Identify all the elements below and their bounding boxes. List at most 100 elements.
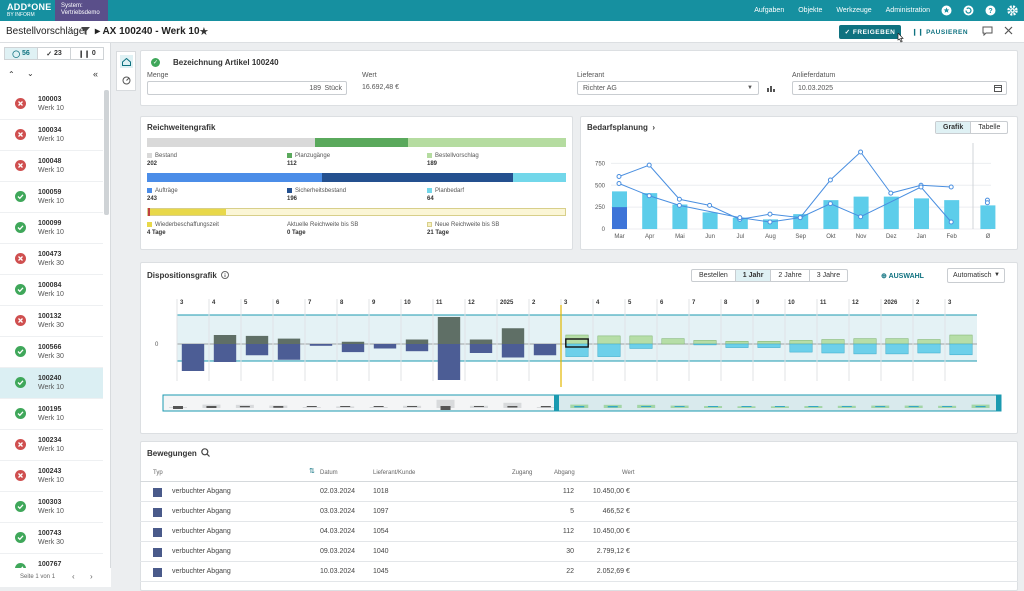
column-header[interactable]: Datum [320,470,338,476]
bar-positive [661,338,685,345]
count-open[interactable]: ◯ 56 [5,48,38,59]
point [858,214,864,220]
bar-negative [917,343,941,354]
month-label: 11 [820,300,827,306]
bewegungen-card: Bewegungen [140,441,1018,591]
home-icon[interactable] [120,55,133,68]
automatisch-select[interactable]: Automatisch ▼ [947,268,1005,283]
tab-3-jahre[interactable]: 3 Jahre [816,272,841,279]
list-item[interactable]: 100566 Werk 30 [0,337,103,368]
close-icon[interactable] [1004,26,1013,37]
cell-abgang: 22 [566,568,574,575]
reichweite-card: Reichweitengrafik Bestand 202 Planzugänge… [140,116,573,250]
month-label: 2026 [884,300,898,306]
list-item[interactable]: 100048 Werk 10 [0,151,103,182]
tab-1-jahr[interactable]: 1 Jahr [735,270,772,281]
list-item[interactable]: 100099 Werk 10 [0,213,103,244]
favorite-star-icon[interactable]: ★ [199,26,209,38]
lieferant-select[interactable]: Richter AG ▼ [577,81,759,95]
list-item[interactable]: 100195 Werk 10 [0,399,103,430]
list-item[interactable]: 100132 Werk 30 [0,306,103,337]
x-tick-label: Dez [886,234,897,240]
point [767,219,773,225]
status-ok-icon: ✓ [151,58,160,67]
x-tick-label: Feb [947,234,958,240]
count-done[interactable]: ✓ 23 [38,48,71,59]
list-item[interactable]: 100059 Werk 10 [0,182,103,213]
chevron-up-icon[interactable]: ⌃ [8,70,15,79]
nav-administration[interactable]: Administration [885,7,930,14]
list-item[interactable]: 100034 Werk 10 [0,120,103,151]
bar-positive [629,335,653,345]
list-scrollbar[interactable] [104,90,109,215]
next-page-icon[interactable]: › [90,572,93,581]
simulation-icon[interactable] [120,74,133,87]
pausieren-button[interactable]: ❙❙ PAUSIEREN [911,28,969,37]
table-row[interactable]: verbuchter Abgang 10.03.2024 1045 22 2.052,6… [140,562,1018,582]
item-plant: Werk 10 [38,105,64,112]
top-nav: Aufgaben Objekte Werkzeuge Administratio… [740,0,1018,21]
list-item[interactable]: 100303 Werk 10 [0,492,103,523]
filter-icon[interactable] [81,26,90,38]
tab-bestellen[interactable]: Bestellen [692,270,736,281]
table-row[interactable]: verbuchter Abgang 09.03.2024 1040 30 2.799,1… [140,542,1018,562]
table-row[interactable]: verbuchter Abgang 04.03.2024 1054 112 10.450… [140,522,1018,542]
column-header[interactable]: Typ [153,470,163,476]
column-header[interactable]: Zugang [512,470,533,476]
navigator-handle-right[interactable] [996,395,1001,411]
table-row[interactable]: verbuchter Abgang 03.03.2024 1097 5 466,52 € [140,502,1018,522]
list-item[interactable]: 100003 Werk 10 [0,89,103,120]
nav-objekte[interactable]: Objekte [798,7,823,14]
comment-icon[interactable] [982,26,993,38]
star-circle-icon[interactable] [940,5,952,17]
bedarfsplanung-title[interactable]: Bedarfsplanung › [587,123,656,132]
tab-grafik[interactable]: Grafik [936,122,972,133]
month-label: 5 [628,300,632,306]
cell-abgang: 5 [570,508,574,515]
divider [140,481,1018,482]
list-item[interactable]: 100743 Werk 30 [0,523,103,554]
item-plant: Werk 30 [38,260,64,267]
auswahl-button[interactable]: ⊕ AUSWAHL [881,273,924,280]
gear-icon[interactable] [1006,5,1018,17]
item-plant: Werk 30 [38,539,64,546]
nav-bar [473,406,484,407]
tab-tabelle[interactable]: Tabelle [978,124,1001,131]
column-header[interactable]: Abgang [554,470,575,476]
navigator-handle-left[interactable] [554,395,559,411]
nav-aufgaben[interactable]: Aufgaben [754,7,785,14]
chart-icon[interactable] [767,84,775,94]
info-icon[interactable] [221,271,229,281]
nav-bar [503,402,522,408]
refresh-icon[interactable] [962,5,974,17]
point [767,211,773,217]
list-item[interactable]: 100240 Werk 10 [0,368,103,399]
logo[interactable]: ADD*ONE BY INFORM [7,2,52,19]
menge-input[interactable]: 189 Stück [147,81,347,95]
column-header[interactable]: Wert [622,470,635,476]
count-paused[interactable]: ❙❙ 0 [78,50,96,58]
month-label: 7 [692,300,696,306]
list-item[interactable]: 100243 Werk 10 [0,461,103,492]
search-icon[interactable] [201,448,210,459]
chevron-down-icon[interactable]: ⌄ [27,69,34,78]
item-id: 100059 [38,189,62,196]
sort-icon[interactable]: ⇅ [309,468,315,475]
list-item[interactable]: 100234 Werk 10 [0,430,103,461]
list-item[interactable]: 100473 Werk 30 [0,244,103,275]
column-header[interactable]: Lieferant/Kunde [373,470,416,476]
nav-bar [704,406,723,408]
list-controls: ⌃ ⌄ « [0,65,111,85]
nav-werkzeuge[interactable]: Werkzeuge [836,7,872,14]
bar-positive [437,317,461,344]
list-item[interactable]: 100084 Werk 10 [0,275,103,306]
freigeben-button[interactable]: ✓ FREIGEBEN [839,25,901,39]
bar-positive [213,335,237,344]
table-row[interactable]: verbuchter Abgang 02.03.2024 1018 112 10.450… [140,482,1018,502]
help-icon[interactable]: ? [984,5,996,17]
tab-2-jahre[interactable]: 2 Jahre [771,270,810,281]
collapse-icon[interactable]: « [93,69,99,79]
prev-page-icon[interactable]: ‹ [72,572,75,581]
anlieferdatum-input[interactable]: 10.03.2025 [792,81,1007,95]
bar-negative [341,344,365,353]
